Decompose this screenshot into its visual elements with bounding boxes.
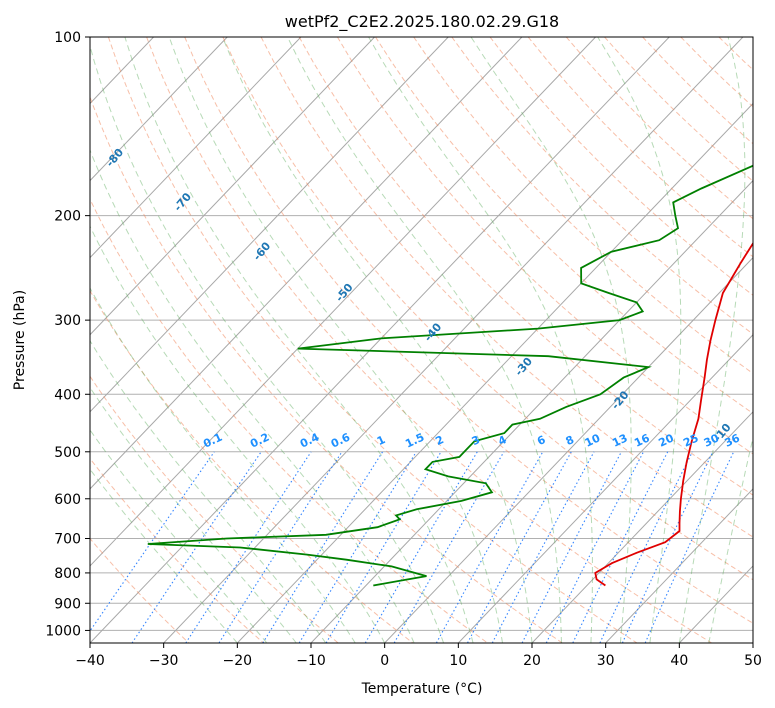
moist-adiabat-line: [470, 37, 632, 643]
mixing-ratio-line: [131, 451, 262, 643]
mixing-ratio-line: [185, 451, 312, 643]
dry-adiabat-line: [90, 457, 264, 643]
isotherm-line: [605, 488, 753, 643]
isotherm-line: [90, 37, 449, 413]
moist-adiabat-line: [90, 225, 386, 643]
y-tick-label: 700: [54, 532, 81, 548]
isotherm-line: [90, 37, 596, 567]
dry-adiabat-line: [451, 37, 753, 335]
y-tick-label: 400: [54, 387, 81, 403]
dry-adiabat-line: [375, 37, 753, 414]
x-tick-label: −10: [296, 653, 326, 669]
chart-title: wetPf2_C2E2.2025.180.02.29.G18: [285, 12, 559, 32]
moist-adiabat-line: [90, 148, 415, 643]
mixing-ratio-label: 36: [723, 431, 743, 449]
x-tick-label: −40: [75, 653, 105, 669]
x-tick-label: 20: [523, 653, 541, 669]
y-tick-label: 600: [54, 492, 81, 508]
mixing-ratio-label: 20: [657, 431, 677, 449]
moist-adiabat-line: [368, 37, 593, 643]
y-tick-label: 900: [54, 596, 81, 612]
mixing-ratio-line: [325, 451, 442, 643]
mixing-ratio-line: [262, 451, 384, 643]
mixing-ratio-line: [435, 451, 544, 643]
x-tick-label: 30: [597, 653, 615, 669]
isotherm-line: [531, 411, 753, 643]
plot-area: [90, 37, 753, 643]
isotherm-line: [90, 37, 523, 490]
moist-adiabat-line: [90, 386, 297, 643]
temperature-profile: [594, 241, 753, 587]
moist-adiabat-line: [287, 37, 562, 643]
isotherm-line: [90, 37, 302, 259]
mixing-ratio-label: 10: [583, 431, 603, 449]
y-axis: 100 200 300 400 500 600 700 800 900 1000: [45, 30, 90, 639]
mixing-ratio-label: 25: [681, 432, 700, 450]
dry-adiabat-line: [107, 37, 638, 643]
dry-adiabat-line: [90, 198, 488, 643]
y-tick-label: 200: [54, 209, 81, 225]
y-tick-label: 800: [54, 566, 81, 582]
x-tick-label: 10: [449, 653, 467, 669]
mixing-ratio-line: [467, 451, 572, 643]
moist-adiabat-line: [168, 37, 503, 643]
mixing-ratio-line: [572, 451, 669, 643]
mixing-ratio-line: [491, 451, 595, 643]
moist-adiabat-line: [90, 429, 268, 643]
plot-frame: [89, 36, 754, 644]
moist-adiabat-line: [597, 37, 682, 643]
x-tick-label: 50: [744, 653, 762, 669]
x-tick-label: −30: [149, 653, 179, 669]
x-tick-label: 40: [670, 653, 688, 669]
dry-adiabat-line: [90, 95, 563, 643]
moist-adiabat-line: [90, 468, 238, 643]
x-tick-label: 0: [380, 653, 389, 669]
x-axis: −40 −30 −20 −10 0 10 20 30 40 50: [75, 643, 762, 669]
mixing-ratio-line: [599, 451, 693, 643]
mixing-ratio-line: [298, 451, 417, 643]
x-tick-label: −20: [223, 653, 253, 669]
moist-adiabat-line: [90, 44, 445, 643]
y-tick-label: 100: [54, 30, 81, 46]
dry-adiabat-line: [146, 37, 712, 643]
isotherm-line: [90, 37, 228, 182]
y-tick-label: 1000: [45, 623, 81, 639]
mixing-ratio-line: [218, 451, 343, 643]
mixing-ratio-label: 16: [632, 431, 652, 449]
dry-adiabat-line: [298, 37, 753, 496]
isotherm-line: [457, 334, 753, 643]
moist-adiabat-line: [124, 37, 474, 643]
isotherm-line: [236, 102, 753, 643]
isotherm-line: [384, 256, 753, 643]
moist-adiabat-line: [678, 37, 746, 643]
y-tick-label: 300: [54, 313, 81, 329]
moist-adiabat-line: [90, 287, 356, 643]
mixing-ratio-line: [90, 451, 215, 632]
mixing-ratio-label: 13: [610, 432, 629, 450]
dry-adiabat-line: [413, 37, 753, 375]
isotherm-line: [163, 37, 744, 643]
dry-adiabat-line: [222, 37, 753, 581]
moist-adiabat-line: [708, 435, 753, 643]
y-tick-label: 500: [54, 445, 81, 461]
moist-adiabat-line: [90, 339, 327, 643]
moist-adiabat-line: [221, 37, 533, 643]
y-axis-label: Pressure (hPa): [12, 290, 28, 390]
dry-adiabat-line: [489, 37, 753, 296]
isotherm-line: [90, 37, 375, 336]
mixing-ratio-label: 30: [702, 431, 722, 449]
dry-adiabat-line: [184, 37, 753, 624]
dry-adiabat-line: [336, 37, 753, 455]
dewpoint-profile: [147, 164, 753, 587]
x-axis-label: Temperature (°C): [361, 681, 483, 697]
